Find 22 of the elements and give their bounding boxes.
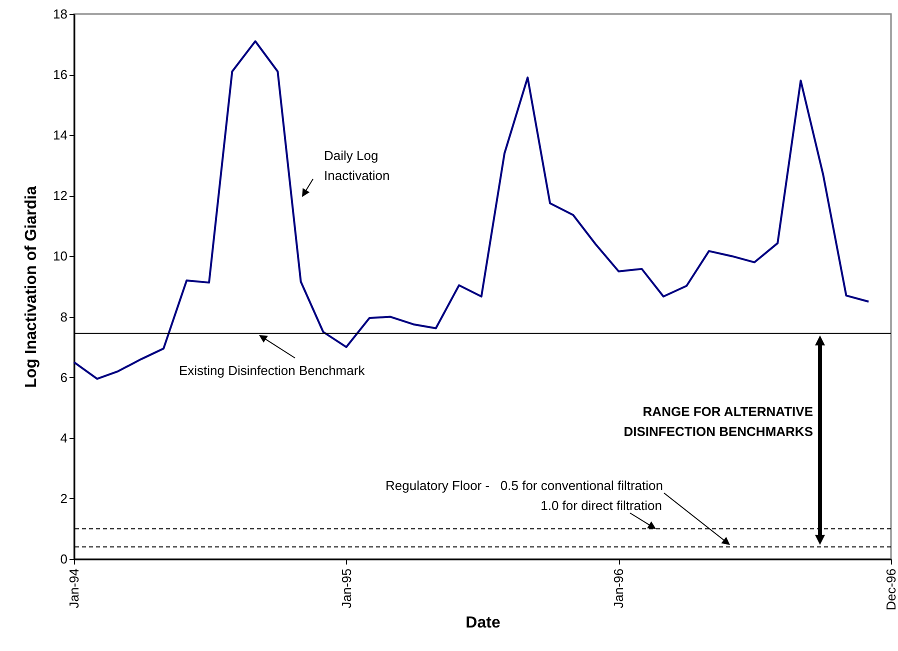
x-tick-label: Jan-95 xyxy=(338,568,354,608)
y-tick-label: 2 xyxy=(60,490,68,506)
x-tick-label: Jan-96 xyxy=(611,568,626,608)
y-tick-label: 18 xyxy=(53,6,68,22)
legend-label: Existing Disinfection Benchmark xyxy=(179,363,366,378)
annotation: Regulatory Floor - 0.5 for conventional filtration xyxy=(386,478,663,493)
annotation: Daily Log Inactivation xyxy=(324,148,390,183)
y-tick-label: 10 xyxy=(53,248,68,264)
y-tick-label: 16 xyxy=(53,67,68,82)
annotation: 1.0 for direct filtration xyxy=(540,498,662,513)
y-tick-label: 6 xyxy=(60,370,68,385)
y-tick-label: 8 xyxy=(60,309,68,324)
y-tick-label: 0 xyxy=(60,552,68,566)
annotation: RANGE FOR ALTERNATIVE DISINFECTION BENCHMARKS xyxy=(624,404,814,439)
y-axis-title: Log Inactivation of Giardia xyxy=(23,186,40,388)
y-tick-label: 4 xyxy=(60,430,68,446)
y-tick-label: 12 xyxy=(53,188,68,204)
x-tick-label: Jan-94 xyxy=(66,568,82,608)
x-axis-title: Date xyxy=(466,614,500,632)
x-tick-label: Dec-96 xyxy=(884,568,898,610)
line-series xyxy=(73,40,870,380)
y-tick-label: 14 xyxy=(53,128,68,143)
